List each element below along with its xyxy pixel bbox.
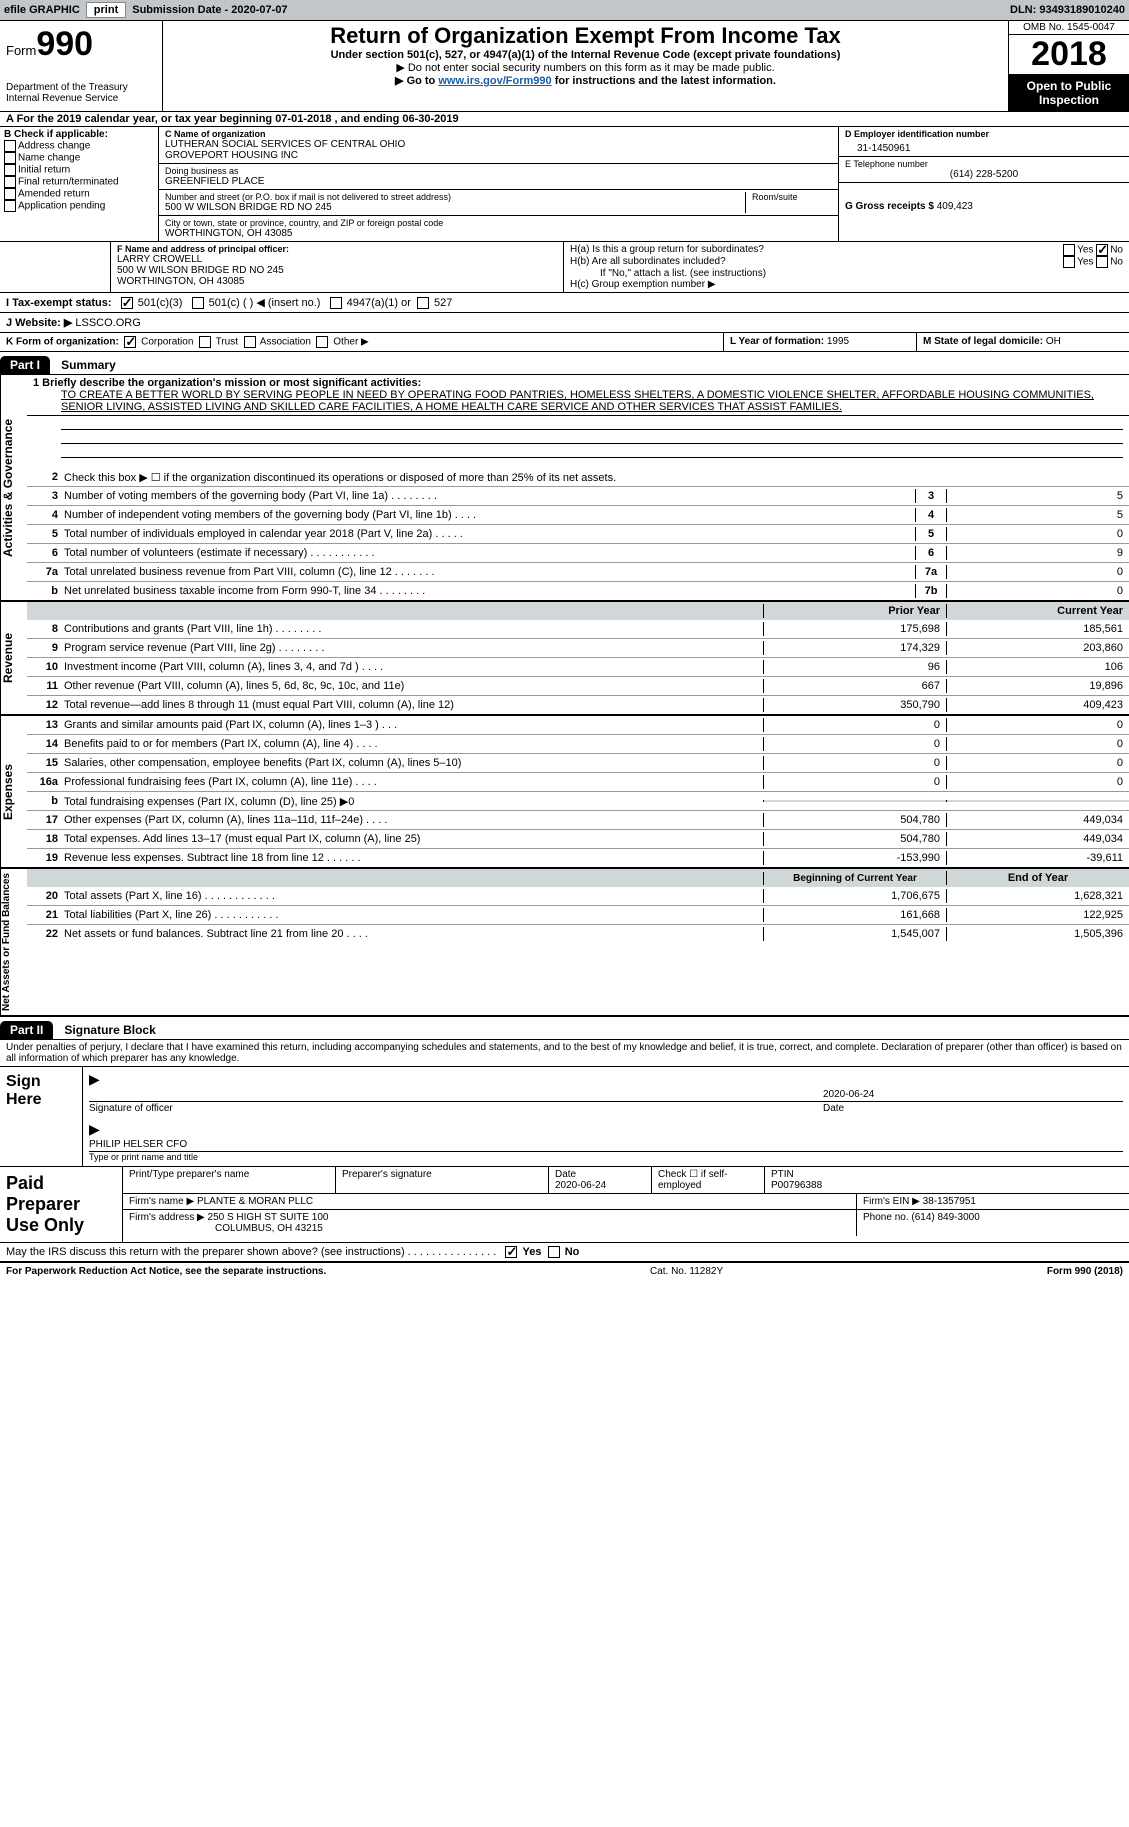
- sign-here-block: Sign Here ▶ 2020-06-24 Signature of offi…: [0, 1067, 1129, 1166]
- dba: GREENFIELD PLACE: [165, 176, 832, 187]
- chk-address: Address change: [4, 140, 154, 152]
- firm-phone: (614) 849-3000: [911, 1212, 979, 1223]
- block-bcdeg: B Check if applicable: Address change Na…: [0, 127, 1129, 242]
- website: LSSCO.ORG: [75, 317, 140, 329]
- row-klm: K Form of organization: Corporation Trus…: [0, 333, 1129, 352]
- form-header: Form990 Department of the Treasury Inter…: [0, 21, 1129, 112]
- fin-row: 16aProfessional fundraising fees (Part I…: [27, 772, 1129, 791]
- page-footer: For Paperwork Reduction Act Notice, see …: [0, 1263, 1129, 1280]
- revenue-header: Prior Year Current Year: [27, 602, 1129, 620]
- officer-addr2: WORTHINGTON, OH 43085: [117, 276, 557, 287]
- form-subtitle-1: Under section 501(c), 527, or 4947(a)(1)…: [169, 49, 1002, 61]
- fin-row: 11Other revenue (Part VIII, column (A), …: [27, 676, 1129, 695]
- open-public: Open to Public Inspection: [1009, 75, 1129, 111]
- chk-amended: Amended return: [4, 188, 154, 200]
- form-subtitle-2: ▶ Do not enter social security numbers o…: [169, 61, 1002, 74]
- fin-row: 14Benefits paid to or for members (Part …: [27, 734, 1129, 753]
- row-fh: F Name and address of principal officer:…: [0, 242, 1129, 293]
- top-bar: efile GRAPHIC print Submission Date - 20…: [0, 0, 1129, 21]
- firm-name: PLANTE & MORAN PLLC: [197, 1196, 313, 1207]
- org-name-1: LUTHERAN SOCIAL SERVICES OF CENTRAL OHIO: [165, 139, 832, 150]
- efile-label: efile GRAPHIC: [4, 4, 80, 16]
- perjury-declaration: Under penalties of perjury, I declare th…: [0, 1040, 1129, 1067]
- org-name-2: GROVEPORT HOUSING INC: [165, 150, 832, 161]
- gov-row: 5Total number of individuals employed in…: [27, 524, 1129, 543]
- box-h: H(a) Is this a group return for subordin…: [564, 242, 1129, 292]
- box-deg: D Employer identification number 31-1450…: [839, 127, 1129, 241]
- header-mid: Return of Organization Exempt From Incom…: [163, 21, 1008, 111]
- chk-name: Name change: [4, 152, 154, 164]
- ptin: P00796388: [771, 1180, 822, 1191]
- box-b: B Check if applicable: Address change Na…: [0, 127, 159, 241]
- fin-row: 19Revenue less expenses. Subtract line 1…: [27, 848, 1129, 867]
- fin-row: 8Contributions and grants (Part VIII, li…: [27, 620, 1129, 638]
- fin-row: 10Investment income (Part VIII, column (…: [27, 657, 1129, 676]
- dln: DLN: 93493189010240: [1010, 4, 1125, 16]
- officer-addr1: 500 W WILSON BRIDGE RD NO 245: [117, 265, 557, 276]
- line-a: A For the 2019 calendar year, or tax yea…: [0, 112, 1129, 127]
- officer-name: LARRY CROWELL: [117, 254, 557, 265]
- net-header: Beginning of Current Year End of Year: [27, 869, 1129, 887]
- section-expenses: Expenses 13Grants and similar amounts pa…: [0, 716, 1129, 869]
- box-c: C Name of organization LUTHERAN SOCIAL S…: [159, 127, 839, 241]
- dept-treasury: Department of the Treasury Internal Reve…: [6, 82, 156, 104]
- telephone: (614) 228-5200: [845, 169, 1123, 180]
- irs-link[interactable]: www.irs.gov/Form990: [438, 75, 551, 87]
- row-j: J Website: ▶ LSSCO.ORG: [0, 313, 1129, 333]
- form-subtitle-3: ▶ Go to www.irs.gov/Form990 for instruct…: [169, 74, 1002, 87]
- chk-initial: Initial return: [4, 164, 154, 176]
- fin-row: 21Total liabilities (Part X, line 26) . …: [27, 905, 1129, 924]
- firm-ein: 38-1357951: [923, 1196, 976, 1207]
- officer-printed: PHILIP HELSER CFO: [89, 1139, 823, 1150]
- street-address: 500 W WILSON BRIDGE RD NO 245: [165, 202, 739, 213]
- chk-final: Final return/terminated: [4, 176, 154, 188]
- part1-header: Part I Summary: [0, 352, 1129, 375]
- section-net-assets: Net Assets or Fund Balances Beginning of…: [0, 869, 1129, 1017]
- print-button[interactable]: print: [86, 2, 126, 18]
- tax-year: 2018: [1009, 35, 1129, 75]
- ein: 31-1450961: [845, 139, 1123, 154]
- paid-preparer-block: Paid Preparer Use Only Print/Type prepar…: [0, 1166, 1129, 1243]
- fin-row: 13Grants and similar amounts paid (Part …: [27, 716, 1129, 734]
- form-number: Form990: [6, 25, 156, 64]
- part2-header: Part II Signature Block: [0, 1017, 1129, 1040]
- chk-pending: Application pending: [4, 200, 154, 212]
- form-title: Return of Organization Exempt From Incom…: [169, 23, 1002, 49]
- header-right: OMB No. 1545-0047 2018 Open to Public In…: [1008, 21, 1129, 111]
- fin-row: 9Program service revenue (Part VIII, lin…: [27, 638, 1129, 657]
- box-f: F Name and address of principal officer:…: [111, 242, 564, 292]
- omb-number: OMB No. 1545-0047: [1009, 21, 1129, 35]
- gov-row: 6Total number of volunteers (estimate if…: [27, 543, 1129, 562]
- gov-row: 2Check this box ▶ ☐ if the organization …: [27, 468, 1129, 486]
- fin-row: 17Other expenses (Part IX, column (A), l…: [27, 810, 1129, 829]
- section-governance: Activities & Governance 1 Briefly descri…: [0, 375, 1129, 602]
- gov-row: 7aTotal unrelated business revenue from …: [27, 562, 1129, 581]
- discuss-row: May the IRS discuss this return with the…: [0, 1243, 1129, 1263]
- section-revenue: Revenue Prior Year Current Year 8Contrib…: [0, 602, 1129, 716]
- gov-row: bNet unrelated business taxable income f…: [27, 581, 1129, 600]
- gov-row: 3Number of voting members of the governi…: [27, 486, 1129, 505]
- fin-row: 20Total assets (Part X, line 16) . . . .…: [27, 887, 1129, 905]
- fin-row: 22Net assets or fund balances. Subtract …: [27, 924, 1129, 943]
- row-i: I Tax-exempt status: 501(c)(3) 501(c) ( …: [0, 293, 1129, 313]
- header-left: Form990 Department of the Treasury Inter…: [0, 21, 163, 111]
- city-state-zip: WORTHINGTON, OH 43085: [165, 228, 832, 239]
- fin-row: 18Total expenses. Add lines 13–17 (must …: [27, 829, 1129, 848]
- fin-row: bTotal fundraising expenses (Part IX, co…: [27, 791, 1129, 810]
- fin-row: 15Salaries, other compensation, employee…: [27, 753, 1129, 772]
- gov-row: 4Number of independent voting members of…: [27, 505, 1129, 524]
- submission-label: Submission Date - 2020-07-07: [132, 4, 287, 16]
- mission-block: 1 Briefly describe the organization's mi…: [27, 375, 1129, 416]
- mission-text: TO CREATE A BETTER WORLD BY SERVING PEOP…: [61, 389, 1123, 413]
- gross-receipts: 409,423: [937, 201, 973, 212]
- fin-row: 12Total revenue—add lines 8 through 11 (…: [27, 695, 1129, 714]
